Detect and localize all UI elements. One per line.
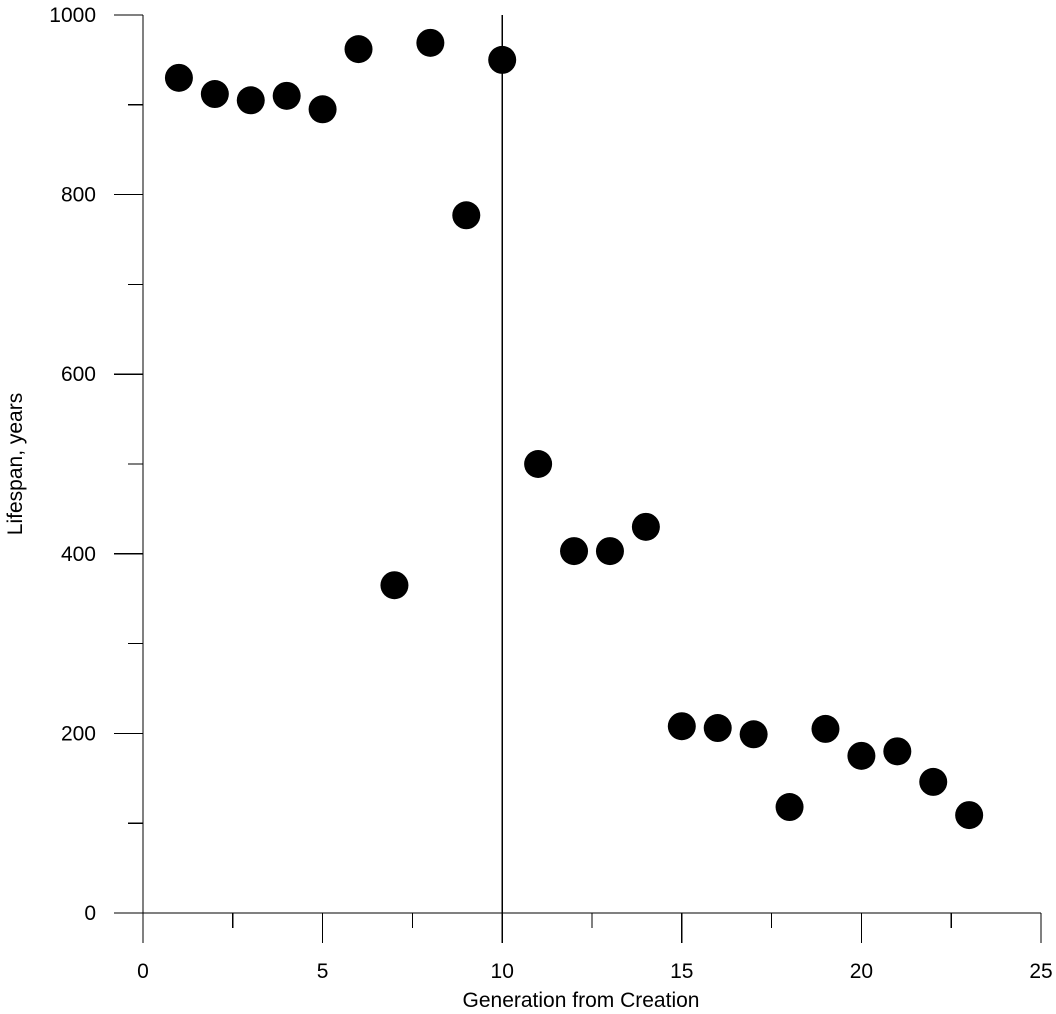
data-point bbox=[236, 86, 265, 115]
x-tick-label: 10 bbox=[491, 960, 514, 983]
data-point bbox=[955, 801, 984, 830]
data-point bbox=[847, 741, 876, 770]
data-point bbox=[703, 714, 732, 743]
data-point bbox=[164, 63, 193, 92]
data-point bbox=[919, 767, 948, 796]
data-point bbox=[667, 712, 696, 741]
data-point bbox=[272, 81, 301, 110]
data-point bbox=[452, 201, 481, 230]
data-point bbox=[200, 80, 229, 109]
data-point bbox=[560, 537, 589, 566]
data-point bbox=[775, 793, 804, 822]
data-point bbox=[631, 512, 660, 541]
data-point bbox=[308, 95, 337, 124]
data-point bbox=[811, 714, 840, 743]
axes: 0 200 400 600 800 1000 0 5 10 15 20 25 bbox=[49, 4, 1052, 983]
y-tick-label: 200 bbox=[61, 722, 96, 745]
y-tick-label: 1000 bbox=[49, 4, 96, 27]
data-points bbox=[164, 28, 984, 830]
x-tick-label: 5 bbox=[317, 960, 329, 983]
y-tick-label: 400 bbox=[61, 543, 96, 566]
data-point bbox=[344, 35, 373, 64]
data-point bbox=[524, 450, 553, 478]
x-tick-label: 0 bbox=[137, 960, 149, 983]
x-tick-label: 20 bbox=[850, 960, 873, 983]
x-tick-label: 15 bbox=[670, 960, 693, 983]
y-axis-title: Lifespan, years bbox=[4, 393, 27, 535]
data-point bbox=[739, 720, 768, 749]
y-tick-label: 600 bbox=[61, 363, 96, 386]
y-tick-label: 0 bbox=[84, 902, 96, 925]
x-tick-label: 25 bbox=[1029, 960, 1052, 983]
data-point bbox=[595, 537, 624, 566]
x-axis-title: Generation from Creation bbox=[463, 989, 700, 1012]
data-point bbox=[380, 571, 409, 600]
data-point bbox=[883, 737, 912, 766]
y-tick-label: 800 bbox=[61, 184, 96, 207]
data-point bbox=[488, 45, 517, 74]
data-point bbox=[416, 28, 445, 57]
